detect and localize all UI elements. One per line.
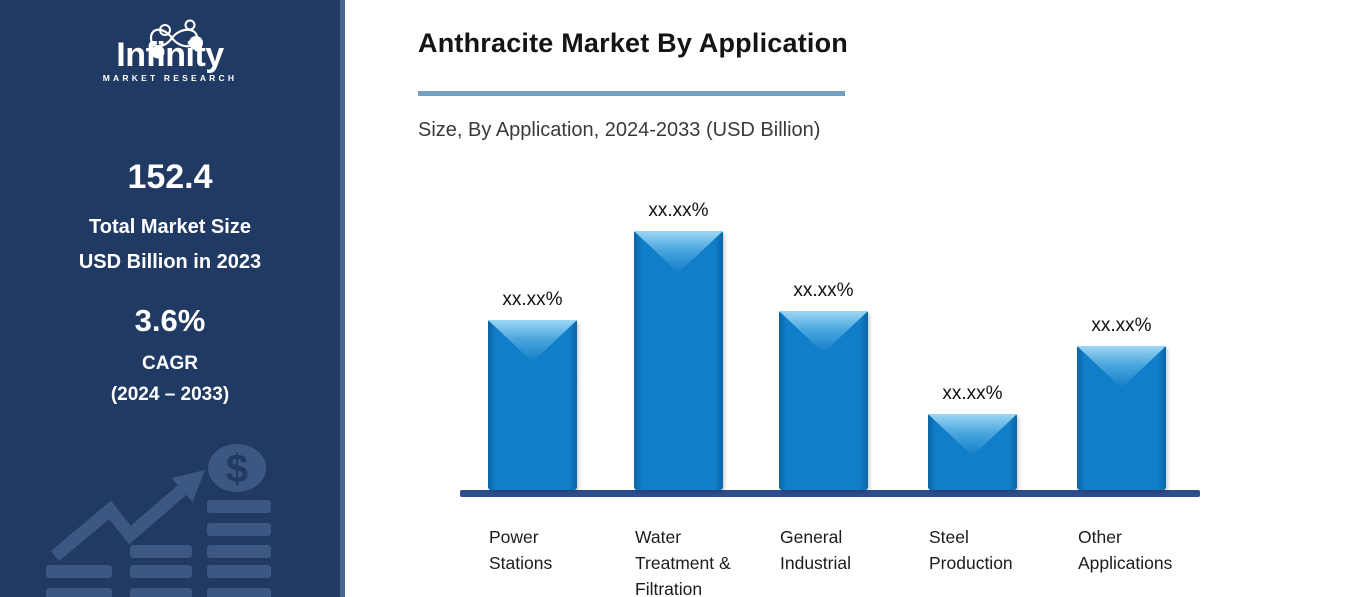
bar-bevel-highlight [488, 320, 577, 362]
bar-bevel-highlight [779, 311, 868, 353]
bar-general-industrial [779, 311, 868, 490]
chart-subtitle: Size, By Application, 2024-2033 (USD Bil… [418, 119, 821, 141]
bar-steel-production [928, 414, 1017, 490]
brand-logo: Infinity MARKET RESEARCH [0, 10, 340, 83]
value-label-general-industrial: xx.xx% [793, 280, 854, 301]
bar-bevel-highlight [1077, 346, 1166, 388]
money-stack-bars [46, 500, 271, 597]
bar-water-treatment-filtration [634, 231, 723, 490]
swirl-dot-left [151, 45, 165, 59]
market-size-label: Total Market Size [89, 216, 251, 238]
page-title: Anthracite Market By Application [418, 28, 848, 58]
cagr-label: CAGR [142, 353, 198, 374]
value-label-steel-production: xx.xx% [942, 383, 1003, 404]
category-label-power-stations: Power Stations [489, 527, 553, 573]
sidebar: Infinity MARKET RESEARCH 152.4 Total Mar… [0, 0, 345, 597]
category-label-general-industrial: General Industrial [780, 527, 852, 573]
swirl-ring-right [184, 19, 196, 31]
value-label-power-stations: xx.xx% [502, 289, 563, 310]
swirl-ring-left [159, 24, 171, 36]
dollar-coin-icon: $ [208, 444, 266, 492]
category-label-water-treatment-filtration: Water Treatment & Filtration [635, 527, 731, 597]
bar-bevel-highlight [634, 231, 723, 273]
brand-name: Infinity [116, 36, 224, 74]
swirl-dot-right [189, 36, 203, 50]
cagr-period: (2024 – 2033) [110, 384, 230, 405]
x-axis-line [460, 490, 1200, 497]
finance-growth-watermark: $ [46, 444, 271, 597]
market-size-year: USD Billion in 2023 [78, 251, 262, 273]
category-label-steel-production: Steel Production [929, 527, 1013, 573]
bar-bevel-highlight [928, 414, 1017, 456]
value-label-other-applications: xx.xx% [1091, 315, 1152, 336]
bar-other-applications [1077, 346, 1166, 490]
infinity-swirl-icon [149, 19, 203, 59]
brand-tagline: MARKET RESEARCH [102, 73, 238, 83]
dollar-sign: $ [226, 447, 248, 491]
title-underline [418, 91, 845, 96]
category-label-other-applications: Other Applications [1078, 527, 1173, 573]
cagr-value: 3.6% [134, 303, 206, 338]
market-size-value: 152.4 [127, 158, 213, 196]
bar-power-stations [488, 320, 577, 490]
growth-arrow-icon [50, 470, 205, 561]
value-label-water-treatment-filtration: xx.xx% [648, 200, 709, 221]
